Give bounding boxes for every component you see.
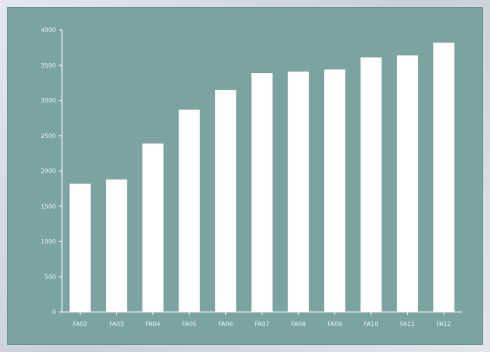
- y-tick-label: 1000: [41, 239, 56, 246]
- x-tick-label: FA06: [218, 321, 233, 328]
- bar: [251, 73, 273, 312]
- y-tick-label: 3000: [41, 98, 56, 105]
- x-tick-label: FA12: [436, 321, 451, 328]
- x-tick-label: FA04: [146, 321, 161, 328]
- y-tick-label: 4000: [41, 27, 56, 34]
- y-tick-label: 2500: [41, 133, 56, 140]
- bar: [396, 55, 418, 312]
- y-tick-label: 3500: [41, 62, 56, 69]
- x-tick-label: FA05: [182, 321, 197, 328]
- bar: [142, 143, 164, 312]
- bar: [360, 57, 382, 313]
- x-tick-label: FA08: [291, 321, 306, 328]
- bar: [324, 69, 346, 312]
- bar: [106, 179, 128, 312]
- bar: [287, 71, 309, 312]
- bar: [215, 89, 237, 312]
- bar: [178, 109, 200, 312]
- y-tick-label: 2000: [41, 168, 56, 175]
- bars: [69, 42, 455, 313]
- y-tick-label: 0: [52, 309, 56, 316]
- y-tick-label: 500: [45, 274, 57, 281]
- x-tick-label: FA02: [73, 321, 88, 328]
- x-axis: FA02 FA03 FA04 FA05 FA06 FA07 FA08 FA09 FA10 FA11…: [62, 311, 462, 328]
- bar: [69, 183, 91, 312]
- y-tick-label: 1500: [41, 203, 56, 210]
- x-tick-label: FA07: [255, 321, 270, 328]
- x-tick-label: FA10: [364, 321, 379, 328]
- x-tick-label: FA03: [109, 321, 124, 328]
- bar: [433, 42, 455, 312]
- x-tick-label: FA09: [327, 321, 342, 328]
- y-axis: 0 500 1000 1500 2000 2500 3000 3500 4000: [41, 27, 63, 316]
- x-tick-label: FA11: [400, 321, 415, 328]
